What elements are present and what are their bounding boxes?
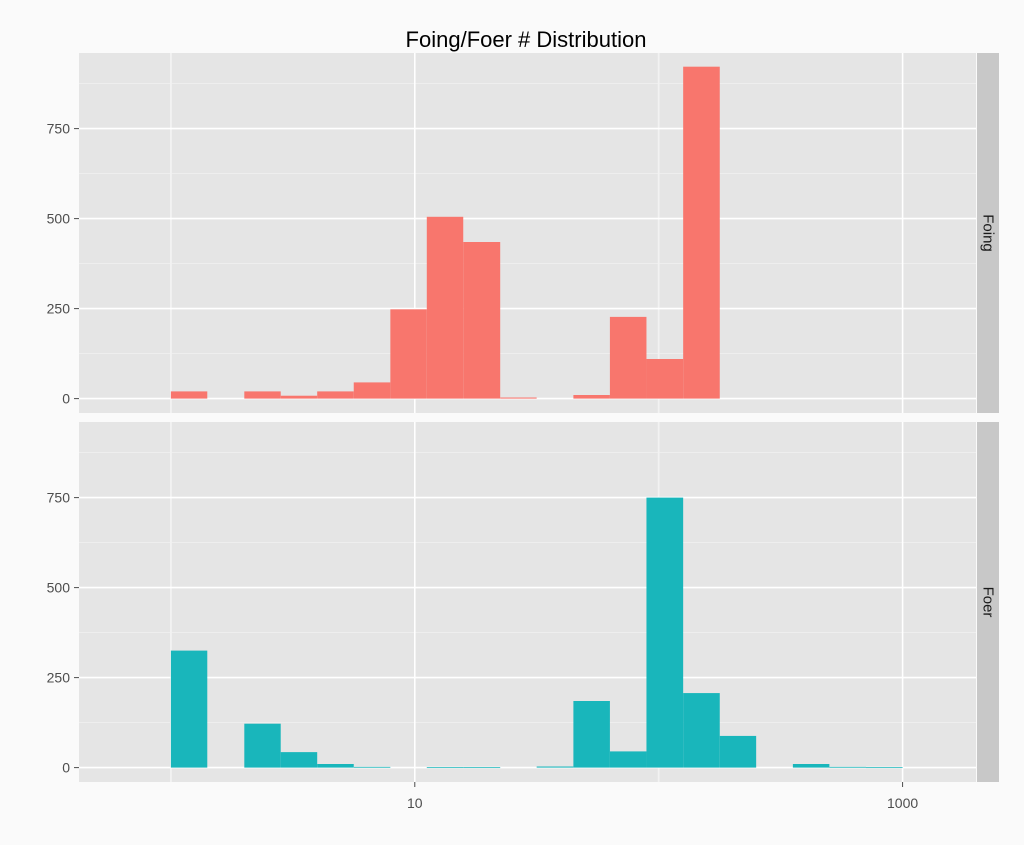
histogram-bar [719,735,757,768]
histogram-bar [573,395,610,399]
histogram-bar [244,723,281,768]
facet-strip [977,422,999,782]
histogram-bar [426,767,464,769]
facet-strip-label: Foing [980,214,997,252]
histogram-bar [683,66,720,399]
y-tick-label: 750 [47,121,71,137]
histogram-bar [280,752,318,768]
histogram-bar [866,767,903,769]
y-tick-label: 500 [47,211,71,227]
histogram-bar [353,766,391,768]
facet-panel-foer: 0 250 500 750 Foer [47,422,999,782]
facet-panels: 0 250 500 750 Foing 0 250 500 750 Foer 10 1000 [47,53,999,811]
histogram-bar [353,382,391,399]
histogram-bar [646,497,684,768]
histogram-bar [792,764,830,768]
x-tick-label: 10 [407,795,423,811]
y-tick-label: 750 [47,490,71,506]
histogram-bar [317,764,354,768]
y-tick-label: 250 [47,301,71,317]
histogram-bar [390,309,427,399]
panel-background [79,422,976,782]
histogram-bar [683,693,720,768]
y-tick-label: 500 [47,580,71,596]
histogram-bar [463,242,501,399]
histogram-bar [244,391,281,399]
histogram-bar [170,391,208,399]
facet-panel-foing: 0 250 500 750 Foing [47,53,999,413]
histogram-bar [426,216,464,399]
histogram-bar [609,751,647,768]
histogram-bar [536,766,574,768]
chart-title: Foing/Foer # Distribution [406,27,647,52]
histogram-bar [646,359,684,399]
histogram-bar [573,701,610,768]
histogram-bar [609,316,647,399]
y-tick-label: 0 [62,760,70,776]
histogram-bar [317,391,354,399]
facet-strip-label: Foer [980,587,997,618]
y-tick-label: 250 [47,670,71,686]
histogram-bar [280,395,318,399]
histogram-bar [463,767,501,769]
y-tick-label: 0 [62,391,70,407]
histogram-bar [170,650,208,768]
facet-strip [977,53,999,413]
panel-background [79,53,976,413]
histogram-bar [829,766,867,768]
histogram-bar [500,397,537,399]
x-tick-label: 1000 [887,795,918,811]
